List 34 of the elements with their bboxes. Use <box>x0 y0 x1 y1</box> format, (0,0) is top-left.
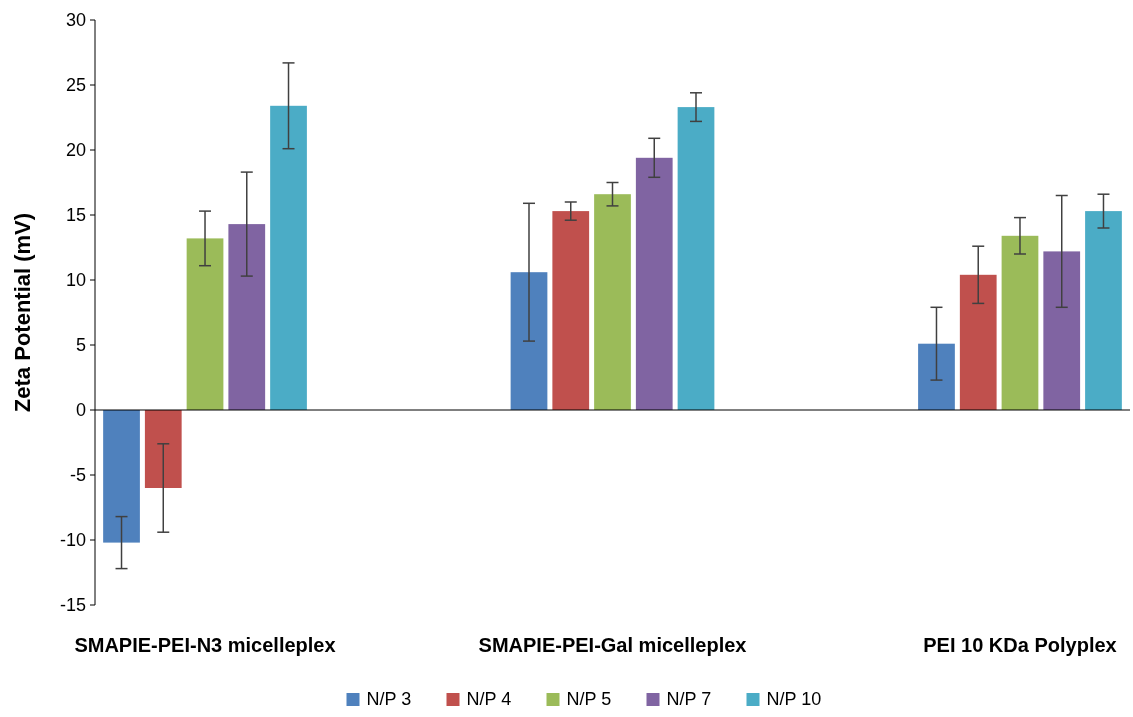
legend-label: N/P 3 <box>366 689 412 709</box>
bar <box>186 238 224 410</box>
y-tick-label: -15 <box>59 595 86 616</box>
bar <box>270 105 307 410</box>
x-tick-label: PEI 10 KDa Polyplex <box>923 634 1117 656</box>
y-tick-label: 30 <box>65 10 86 31</box>
y-tick-label: 0 <box>75 400 86 421</box>
x-tick-label: SMAPIE-PEI-N3 micelleplex <box>74 634 336 656</box>
y-tick-label: 20 <box>65 140 86 161</box>
y-tick-label: 5 <box>75 335 86 356</box>
y-tick-label: -10 <box>59 530 86 551</box>
bar <box>677 107 715 410</box>
bar <box>1085 211 1122 410</box>
bar <box>510 272 548 410</box>
bar <box>1043 251 1081 410</box>
y-tick-label: 25 <box>65 75 86 96</box>
bar <box>918 343 955 410</box>
legend-label: N/P 10 <box>766 689 822 709</box>
bar <box>228 224 266 410</box>
bar <box>594 194 631 410</box>
bar <box>635 157 673 410</box>
bar <box>552 211 590 410</box>
y-tick-label: 10 <box>65 270 86 291</box>
bar <box>103 410 140 543</box>
legend-label: N/P 4 <box>466 689 512 709</box>
y-tick-label: -5 <box>69 465 86 486</box>
bar <box>959 274 997 410</box>
y-tick-label: 15 <box>65 205 86 226</box>
legend-label: N/P 7 <box>666 689 712 709</box>
bar <box>144 410 182 488</box>
legend-label: N/P 5 <box>566 689 612 709</box>
x-tick-label: SMAPIE-PEI-Gal micelleplex <box>478 634 747 656</box>
y-axis-title: Zeta Potential (mV) <box>10 212 35 413</box>
bar <box>1001 235 1039 410</box>
